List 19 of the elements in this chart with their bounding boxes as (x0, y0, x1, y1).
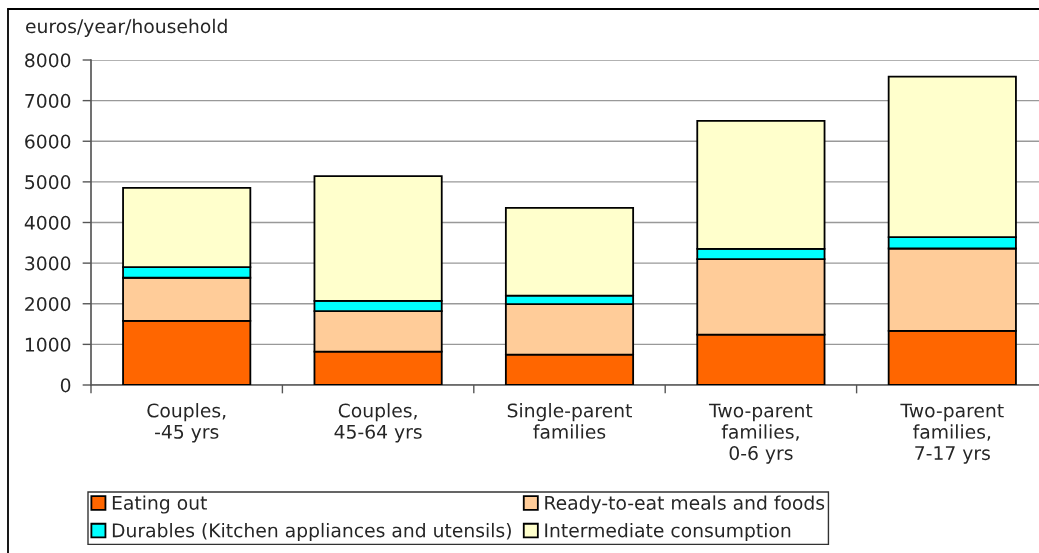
y-tick-label: 2000 (25, 296, 71, 312)
y-tick-label: 1000 (25, 337, 71, 352)
x-tick-label: Couples, 45-64 yrs (334, 403, 422, 443)
y-tick-label: 6000 (25, 134, 71, 149)
y-tick-label: 5000 (25, 175, 71, 190)
y-tick-label: 7000 (25, 93, 71, 109)
legend-label: Intermediate consumption (545, 522, 791, 542)
y-tick-label: 3000 (25, 256, 71, 271)
y-tick-label: 4000 (24, 215, 71, 230)
legend-label: Eating out (112, 495, 207, 514)
x-tick-label: Single-parent families (507, 403, 632, 439)
x-tick-label: Two-parent families, 7-17 yrs (900, 403, 1004, 464)
legend-label: Durables (Kitchen appliances and utensils) (112, 522, 511, 542)
y-axis-title: euros/year/household (26, 18, 227, 37)
y-tick-label: 0 (60, 378, 71, 393)
legend-label: Ready-to-eat meals and foods (545, 495, 825, 514)
x-tick-label: Two-parent families, 0-6 yrs (708, 403, 813, 464)
x-tick-label: Couples, -45 yrs (147, 403, 226, 443)
y-tick-label: 8000 (25, 53, 71, 68)
